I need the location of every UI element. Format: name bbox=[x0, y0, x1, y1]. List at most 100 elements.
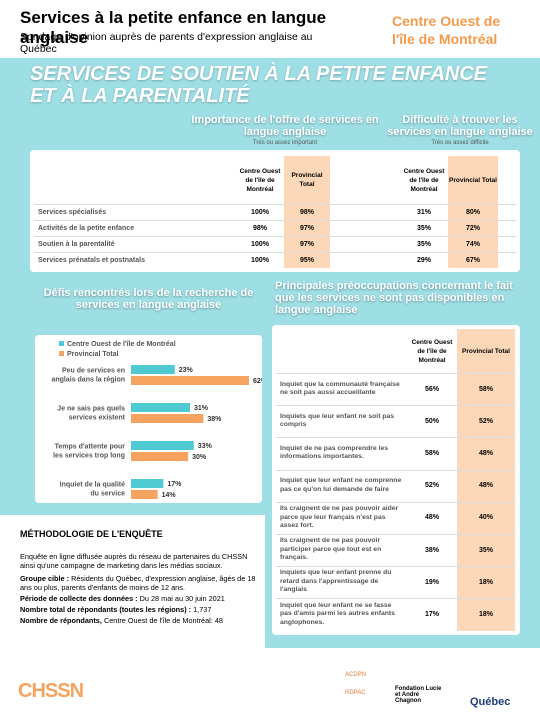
bar bbox=[131, 414, 204, 423]
cell: 17% bbox=[424, 610, 439, 618]
group-title: Importance de l'offre de services en lan… bbox=[191, 114, 379, 138]
item-label: Nombre total de répondants (toutes les r… bbox=[20, 605, 192, 614]
cell: 18% bbox=[478, 610, 493, 618]
cell: 100% bbox=[251, 256, 269, 264]
cell: 98% bbox=[299, 208, 314, 216]
legend-label: Centre Ouest de l'île de Montréal bbox=[67, 341, 176, 348]
value-label: 30% bbox=[192, 454, 207, 461]
item-label: Nombre de répondants, bbox=[20, 616, 102, 625]
column-header: Centre Ouest de l'île de Montréal bbox=[239, 167, 281, 193]
cell: 98% bbox=[252, 224, 267, 232]
cell: 52% bbox=[424, 482, 439, 490]
value-label: 14% bbox=[162, 492, 177, 499]
cell: 48% bbox=[424, 514, 439, 522]
row-line bbox=[276, 437, 515, 469]
value-label: 38% bbox=[207, 416, 222, 423]
methodology-item: Période de collecte des données : Du 28 … bbox=[20, 594, 260, 603]
cell: 18% bbox=[478, 578, 493, 586]
column-header: Provincial Total bbox=[448, 156, 498, 204]
logo: Fondation Lucie et André Chagnon bbox=[395, 686, 442, 704]
row-label: Inquiets que leur enfant ne soit pas com… bbox=[280, 412, 395, 429]
item-text: Du 28 mai au 30 juin 2021 bbox=[139, 594, 225, 603]
cell: 100% bbox=[251, 208, 269, 216]
row-line bbox=[34, 236, 516, 252]
table-2: Centre Ouest de l'île de Montréal Provinc… bbox=[272, 325, 520, 635]
methodology-item: Nombre total de répondants (toutes les r… bbox=[20, 605, 260, 614]
legend-label: Provincial Total bbox=[67, 351, 119, 358]
methodology-item: Groupe cible : Résidents du Québec, d'ex… bbox=[20, 574, 260, 592]
item-label: Période de collecte des données : bbox=[20, 594, 138, 603]
category-label: Peu de services en anglais dans la région bbox=[51, 367, 125, 383]
row-line bbox=[276, 534, 515, 566]
item-text: Résidents du Québec, d'expression anglai… bbox=[20, 574, 256, 592]
column-header: Provincial Total bbox=[457, 329, 515, 373]
cell: 48% bbox=[478, 482, 493, 490]
row-label: Inquiet de ne pas comprendre les informa… bbox=[280, 444, 389, 461]
cell: 97% bbox=[299, 224, 314, 232]
row-line bbox=[276, 501, 515, 534]
cell: 48% bbox=[478, 449, 493, 457]
row-label: Inquiets que leur enfant prenne du retar… bbox=[280, 569, 392, 594]
logo: RDPAC bbox=[345, 690, 366, 696]
methodology: MÉTHODOLOGIE DE L'ENQUÊTE Enquête en lig… bbox=[20, 529, 260, 626]
cell: 35% bbox=[416, 240, 431, 248]
bar bbox=[131, 452, 189, 461]
column-header: Provincial Total bbox=[284, 156, 330, 204]
cell: 67% bbox=[465, 256, 480, 264]
row-line bbox=[34, 252, 516, 268]
cell: 50% bbox=[424, 417, 439, 425]
cell: 40% bbox=[478, 514, 493, 522]
bar bbox=[131, 376, 249, 385]
cell: 74% bbox=[465, 240, 480, 248]
row-line bbox=[276, 405, 515, 437]
legend-swatch bbox=[59, 341, 64, 346]
logo: Québec bbox=[470, 696, 511, 708]
methodology-intro: Enquête en ligne diffusée auprès du rése… bbox=[20, 552, 248, 570]
cell: 35% bbox=[416, 224, 431, 232]
row-line bbox=[34, 220, 516, 236]
bar bbox=[131, 365, 175, 374]
group-note: Très ou assez important bbox=[252, 140, 318, 146]
cell: 56% bbox=[424, 385, 439, 393]
group-note: Très ou assez difficile bbox=[431, 140, 489, 146]
chart: Centre Ouest de l'île de Montréal Provinc… bbox=[35, 335, 262, 503]
value-label: 62% bbox=[253, 378, 262, 385]
logo: CHSSN bbox=[18, 680, 84, 702]
cell: 19% bbox=[424, 578, 439, 586]
row-label: Services prénatals et postnatals bbox=[38, 256, 145, 264]
item-text: Centre Ouest de l'île de Montréal: 48 bbox=[103, 616, 223, 625]
category-label: Je ne sais pas quels services existent bbox=[57, 405, 125, 421]
cell: 58% bbox=[424, 449, 439, 457]
bar bbox=[131, 403, 190, 412]
cell: 29% bbox=[416, 256, 431, 264]
title: Services à la petite enfance en langue a… bbox=[20, 8, 327, 47]
row-line bbox=[276, 469, 515, 502]
cell: 35% bbox=[478, 546, 493, 554]
value-label: 23% bbox=[179, 367, 194, 374]
row-label: Activités de la petite enfance bbox=[38, 224, 135, 232]
cell: 72% bbox=[465, 224, 480, 232]
table-1: Centre Ouest de l'île de Montréal Provinc… bbox=[30, 150, 520, 272]
bar bbox=[131, 441, 194, 450]
row-line bbox=[276, 373, 515, 405]
cell: 100% bbox=[251, 240, 269, 248]
methodology-title: MÉTHODOLOGIE DE L'ENQUÊTE bbox=[20, 529, 163, 539]
cell: 97% bbox=[299, 240, 314, 248]
row-line bbox=[276, 598, 515, 630]
row-line bbox=[276, 566, 515, 598]
row-label: Inquiet que la communauté française ne s… bbox=[280, 380, 400, 397]
subtitle: Sondage d'opinion auprès de parents d'ex… bbox=[20, 31, 313, 55]
row-label: Soutien à la parentalité bbox=[38, 240, 115, 248]
banner: SERVICES DE SOUTIEN À LA PETITE ENFANCE … bbox=[30, 63, 488, 107]
cell: 31% bbox=[416, 208, 431, 216]
legend-swatch bbox=[59, 351, 64, 356]
row-label: Ils craignent de ne pas pouvoir aider pa… bbox=[280, 505, 399, 530]
bar bbox=[131, 479, 164, 488]
cell: 52% bbox=[478, 417, 493, 425]
value-label: 17% bbox=[167, 481, 182, 488]
bar bbox=[131, 490, 158, 499]
group-title: Difficulté à trouver les services en lan… bbox=[387, 114, 533, 138]
